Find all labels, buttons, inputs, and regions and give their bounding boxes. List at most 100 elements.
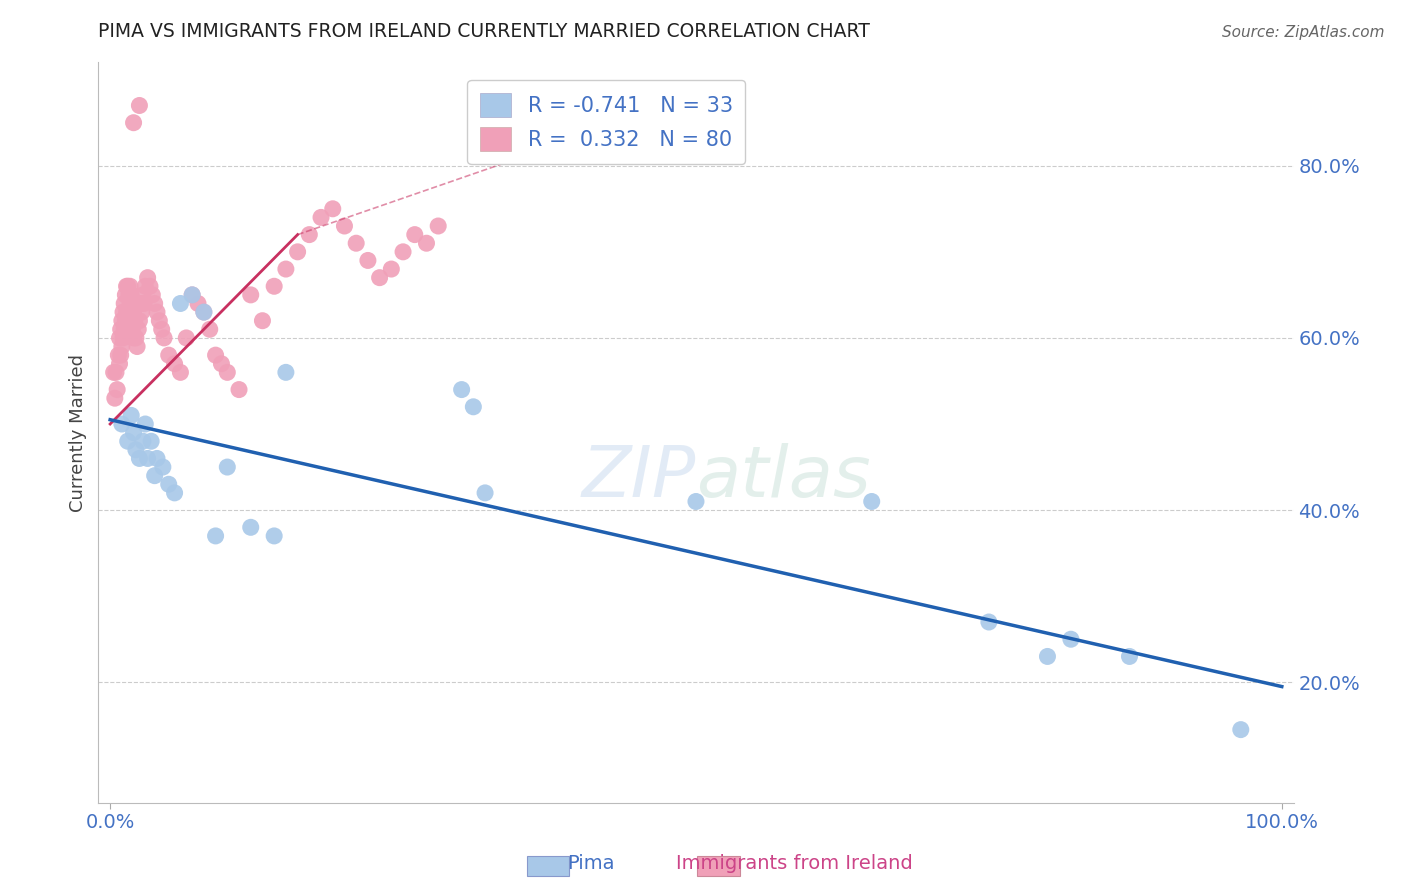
Point xyxy=(169,296,191,310)
Point xyxy=(274,365,297,379)
Point xyxy=(114,314,136,328)
Point xyxy=(344,236,367,251)
Point xyxy=(274,262,297,277)
Point xyxy=(120,409,142,423)
Point xyxy=(112,305,135,319)
Point xyxy=(112,296,135,310)
Point xyxy=(287,244,309,259)
Point xyxy=(309,211,332,225)
Point xyxy=(148,314,170,328)
Point xyxy=(146,451,169,466)
Point xyxy=(217,365,239,379)
Point xyxy=(111,339,134,353)
Point xyxy=(333,219,356,233)
Point xyxy=(198,322,221,336)
Point xyxy=(150,322,173,336)
Point xyxy=(404,227,426,242)
Point xyxy=(153,331,176,345)
Point xyxy=(239,520,262,534)
Point xyxy=(132,434,155,449)
Point xyxy=(105,383,128,397)
Point xyxy=(120,288,142,302)
Text: ZIP: ZIP xyxy=(582,442,696,511)
Point xyxy=(122,331,145,345)
Point xyxy=(977,615,1000,629)
Point xyxy=(141,288,163,302)
Point xyxy=(1060,632,1083,647)
Point xyxy=(368,270,391,285)
Point xyxy=(120,279,141,293)
Point xyxy=(110,348,132,362)
Point xyxy=(143,296,166,310)
Point xyxy=(132,296,156,310)
Point xyxy=(152,460,174,475)
Point xyxy=(211,357,233,371)
Point xyxy=(357,253,380,268)
Point xyxy=(128,314,150,328)
Text: PIMA VS IMMIGRANTS FROM IRELAND CURRENTLY MARRIED CORRELATION CHART: PIMA VS IMMIGRANTS FROM IRELAND CURRENTL… xyxy=(98,22,870,41)
Point xyxy=(263,279,285,293)
Point xyxy=(117,305,139,319)
Point xyxy=(1036,649,1059,664)
Point xyxy=(157,348,180,362)
Point xyxy=(117,434,139,449)
Point xyxy=(125,331,148,345)
Point xyxy=(128,98,150,112)
Point xyxy=(380,262,402,277)
Y-axis label: Currently Married: Currently Married xyxy=(69,353,87,512)
Point xyxy=(110,322,132,336)
Point xyxy=(143,468,166,483)
Point xyxy=(163,357,186,371)
Point xyxy=(120,314,142,328)
Point xyxy=(1118,649,1140,664)
Point xyxy=(118,314,141,328)
Point xyxy=(187,296,209,310)
Point xyxy=(463,400,485,414)
Point xyxy=(122,425,145,440)
Point xyxy=(122,116,145,130)
Point xyxy=(474,486,496,500)
Point xyxy=(115,279,138,293)
Point xyxy=(122,305,145,319)
Text: Source: ZipAtlas.com: Source: ZipAtlas.com xyxy=(1222,25,1385,40)
Point xyxy=(124,314,146,328)
Point xyxy=(111,314,134,328)
Point xyxy=(117,279,139,293)
Point xyxy=(105,365,128,379)
Point xyxy=(181,288,204,302)
Point xyxy=(125,442,148,457)
Point xyxy=(103,365,125,379)
Point xyxy=(252,314,274,328)
Point xyxy=(111,417,134,431)
Point xyxy=(322,202,344,216)
Point xyxy=(685,494,707,508)
Point xyxy=(136,270,159,285)
Point xyxy=(108,357,131,371)
Point xyxy=(204,529,226,543)
Point xyxy=(120,296,141,310)
Point xyxy=(107,348,129,362)
Point xyxy=(204,348,226,362)
Point xyxy=(860,494,883,508)
Point xyxy=(298,227,321,242)
Point xyxy=(169,365,191,379)
Text: Pima: Pima xyxy=(567,854,614,873)
Point xyxy=(193,305,215,319)
Legend: R = -0.741   N = 33, R =  0.332   N = 80: R = -0.741 N = 33, R = 0.332 N = 80 xyxy=(467,80,745,164)
Point xyxy=(131,305,153,319)
Point xyxy=(263,529,285,543)
Point xyxy=(146,305,169,319)
Point xyxy=(112,322,135,336)
Point xyxy=(114,288,136,302)
Point xyxy=(127,339,149,353)
Point xyxy=(134,279,156,293)
Point xyxy=(217,460,239,475)
Point xyxy=(112,331,135,345)
Point xyxy=(115,305,138,319)
Point xyxy=(104,391,127,405)
Point xyxy=(127,322,149,336)
Point xyxy=(193,305,215,319)
Point xyxy=(108,331,131,345)
Point xyxy=(427,219,450,233)
Point xyxy=(450,383,472,397)
